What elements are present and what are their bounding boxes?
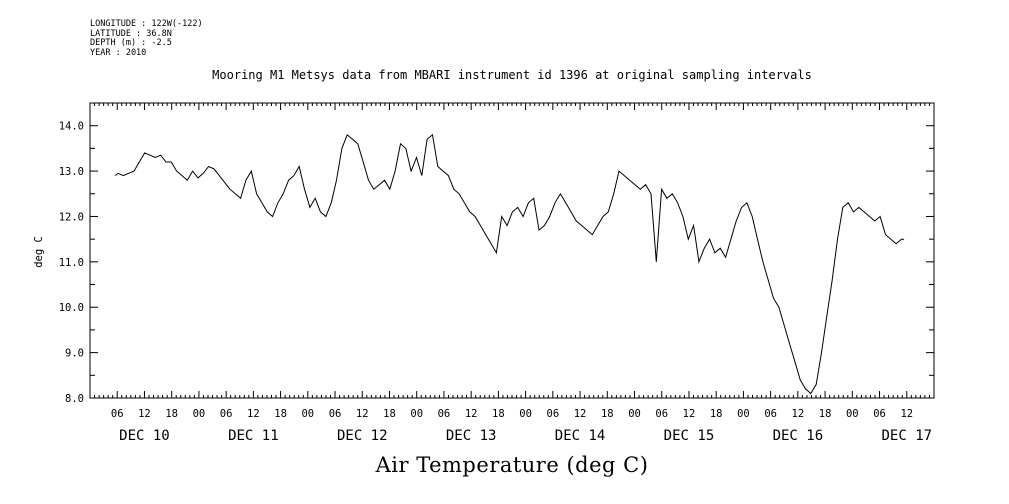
x-tick-label: 12 <box>247 408 260 420</box>
plot-axes <box>89 102 935 399</box>
x-tick-label: 18 <box>601 408 614 420</box>
x-tick-label: 18 <box>492 408 505 420</box>
x-tick-label: 00 <box>628 408 641 420</box>
x-tick-label: 06 <box>873 408 886 420</box>
x-axis-ticks: 06 12 18 00 06 12 18 00 06 12 18 00 06 12 18 00 06 12 18 00… <box>94 103 932 444</box>
x-tick-label: 06 <box>764 408 777 420</box>
x-tick-label: 18 <box>710 408 723 420</box>
x-tick-label: 00 <box>410 408 423 420</box>
x-tick-label: 00 <box>519 408 532 420</box>
x-tick-label: 06 <box>329 408 342 420</box>
y-tick-label: 12.0 <box>59 211 84 223</box>
y-tick-label: 9.0 <box>65 348 84 360</box>
x-tick-label: 06 <box>438 408 451 420</box>
plot-frame <box>89 102 935 399</box>
x-tick-label: 00 <box>846 408 859 420</box>
x-tick-label: 06 <box>220 408 233 420</box>
chart-title: Mooring M1 Metsys data from MBARI instru… <box>212 68 812 82</box>
mooring-metadata: LONGITUDE : 122W(-122) LATITUDE : 36.8N … <box>90 19 203 58</box>
x-tick-label: 12 <box>465 408 478 420</box>
x-tick-label: 06 <box>547 408 560 420</box>
x-tick-label: 00 <box>193 408 206 420</box>
x-tick-label: 00 <box>737 408 750 420</box>
x-tick-label: 06 <box>655 408 668 420</box>
longitude-text: LONGITUDE : 122W(-122) <box>90 19 203 29</box>
y-axis-label: deg C <box>33 236 45 268</box>
air-temperature-line <box>115 133 905 395</box>
y-tick-label: 10.0 <box>59 302 84 314</box>
series-layer <box>115 133 905 395</box>
x-tick-label: 00 <box>301 408 314 420</box>
x-day-label: DEC 10 <box>119 428 170 444</box>
x-tick-label: 06 <box>111 408 124 420</box>
x-tick-label: 12 <box>683 408 696 420</box>
y-axis-ticks: 8.0 9.0 10.0 11.0 12.0 13.0 14.0 <box>59 121 934 405</box>
x-day-label: DEC 13 <box>446 428 497 444</box>
x-day-label: DEC 14 <box>555 428 606 444</box>
x-tick-label: 18 <box>274 408 287 420</box>
year-text: YEAR : 2010 <box>90 47 147 58</box>
x-tick-label: 12 <box>138 408 151 420</box>
x-tick-label: 18 <box>819 408 832 420</box>
y-tick-label: 13.0 <box>59 166 84 178</box>
x-tick-label: 12 <box>792 408 805 420</box>
latitude-text: LATITUDE : 36.8N <box>90 28 172 39</box>
x-tick-label: 18 <box>383 408 396 420</box>
y-tick-label: 11.0 <box>59 257 84 269</box>
depth-text: DEPTH (m) : -2.5 <box>90 38 172 48</box>
x-day-label: DEC 15 <box>664 428 715 444</box>
x-tick-label: 12 <box>356 408 369 420</box>
x-day-label: DEC 11 <box>228 428 279 444</box>
y-tick-label: 14.0 <box>59 121 84 133</box>
x-tick-label: 12 <box>900 408 913 420</box>
x-axis-label: Air Temperature (deg C) <box>375 453 649 477</box>
x-day-label: DEC 12 <box>337 428 388 444</box>
x-tick-label: 12 <box>574 408 587 420</box>
x-day-label: DEC 16 <box>773 428 824 444</box>
x-day-label: DEC 17 <box>881 428 932 444</box>
x-tick-label: 18 <box>165 408 178 420</box>
y-tick-label: 8.0 <box>65 393 84 405</box>
